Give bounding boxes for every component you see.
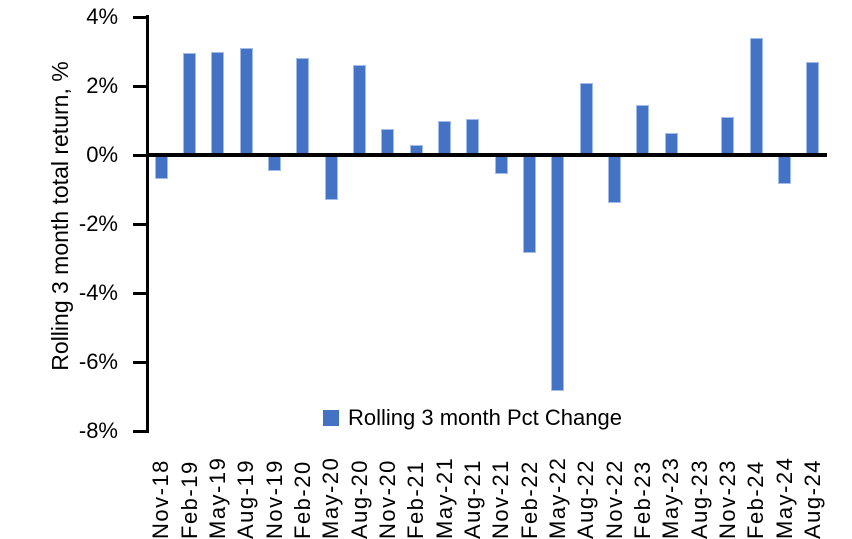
y-tick-label: 4% [86, 4, 118, 29]
x-tick-label: May-23 [658, 456, 684, 539]
bar-May-22 [551, 155, 565, 392]
bar-Aug-22 [579, 82, 593, 155]
x-tick-label: Aug-24 [799, 459, 825, 539]
y-tick-label: -8% [78, 418, 118, 443]
bar-Feb-23 [636, 104, 650, 155]
x-axis-zero-line [146, 153, 827, 157]
x-tick-label: Aug-19 [233, 459, 259, 539]
bar-Aug-19 [239, 48, 253, 155]
x-tick-label: May-20 [318, 456, 344, 539]
x-tick-label: May-19 [204, 456, 230, 539]
chart-legend: Rolling 3 month Pct Change [323, 406, 622, 430]
bar-Feb-22 [523, 155, 536, 254]
bar-May-21 [438, 120, 451, 155]
bar-Aug-20 [353, 65, 366, 155]
legend-series-label: Rolling 3 month Pct Change [348, 405, 622, 430]
y-tick-label: -6% [78, 349, 118, 374]
bar-Aug-24 [806, 61, 820, 155]
y-tick-mark [133, 360, 147, 364]
y-tick-mark [133, 222, 147, 226]
x-tick-label: Nov-21 [488, 459, 514, 539]
bar-Feb-24 [749, 37, 763, 155]
y-tick-label: 2% [86, 73, 118, 98]
bar-May-19 [211, 51, 225, 155]
bar-Nov-22 [608, 155, 621, 204]
y-tick-mark [133, 429, 147, 433]
y-tick-mark [133, 291, 147, 295]
x-tick-label: Nov-19 [261, 459, 287, 539]
bar-Nov-19 [268, 155, 281, 171]
x-tick-label: Aug-20 [346, 459, 372, 539]
x-tick-label: May-22 [544, 456, 570, 539]
bar-Nov-20 [381, 129, 395, 155]
x-tick-label: Feb-23 [629, 460, 655, 539]
x-tick-label: May-24 [771, 456, 797, 539]
y-tick-mark [133, 84, 147, 88]
x-tick-label: Feb-24 [743, 460, 769, 539]
y-tick-mark [133, 153, 147, 157]
x-tick-label: Aug-23 [686, 459, 712, 539]
legend-swatch-icon [323, 410, 339, 426]
x-tick-label: Feb-22 [516, 460, 542, 539]
y-tick-label: -2% [78, 211, 118, 236]
bar-Feb-19 [183, 53, 196, 155]
bar-Nov-23 [721, 117, 735, 155]
x-tick-label: Aug-21 [459, 459, 485, 539]
y-tick-label: -4% [78, 280, 118, 305]
y-axis-line [146, 15, 149, 433]
y-tick-mark [133, 15, 147, 19]
x-tick-label: Nov-18 [148, 459, 174, 539]
x-tick-label: Feb-20 [289, 460, 315, 539]
bar-May-20 [324, 155, 338, 200]
bar-May-24 [778, 155, 791, 185]
bar-Nov-21 [494, 155, 508, 174]
x-tick-label: May-21 [431, 456, 457, 539]
bar-May-23 [664, 132, 678, 155]
bar-Nov-18 [154, 155, 168, 180]
x-tick-label: Aug-22 [573, 459, 599, 539]
x-tick-label: Nov-22 [601, 459, 627, 539]
x-tick-label: Nov-23 [714, 459, 740, 539]
bar-Feb-20 [296, 58, 310, 155]
y-tick-label: 0% [86, 142, 118, 167]
bar-Aug-21 [466, 118, 480, 155]
x-tick-label: Feb-19 [176, 460, 202, 539]
x-tick-label: Feb-21 [403, 460, 429, 539]
x-tick-label: Nov-20 [374, 459, 400, 539]
